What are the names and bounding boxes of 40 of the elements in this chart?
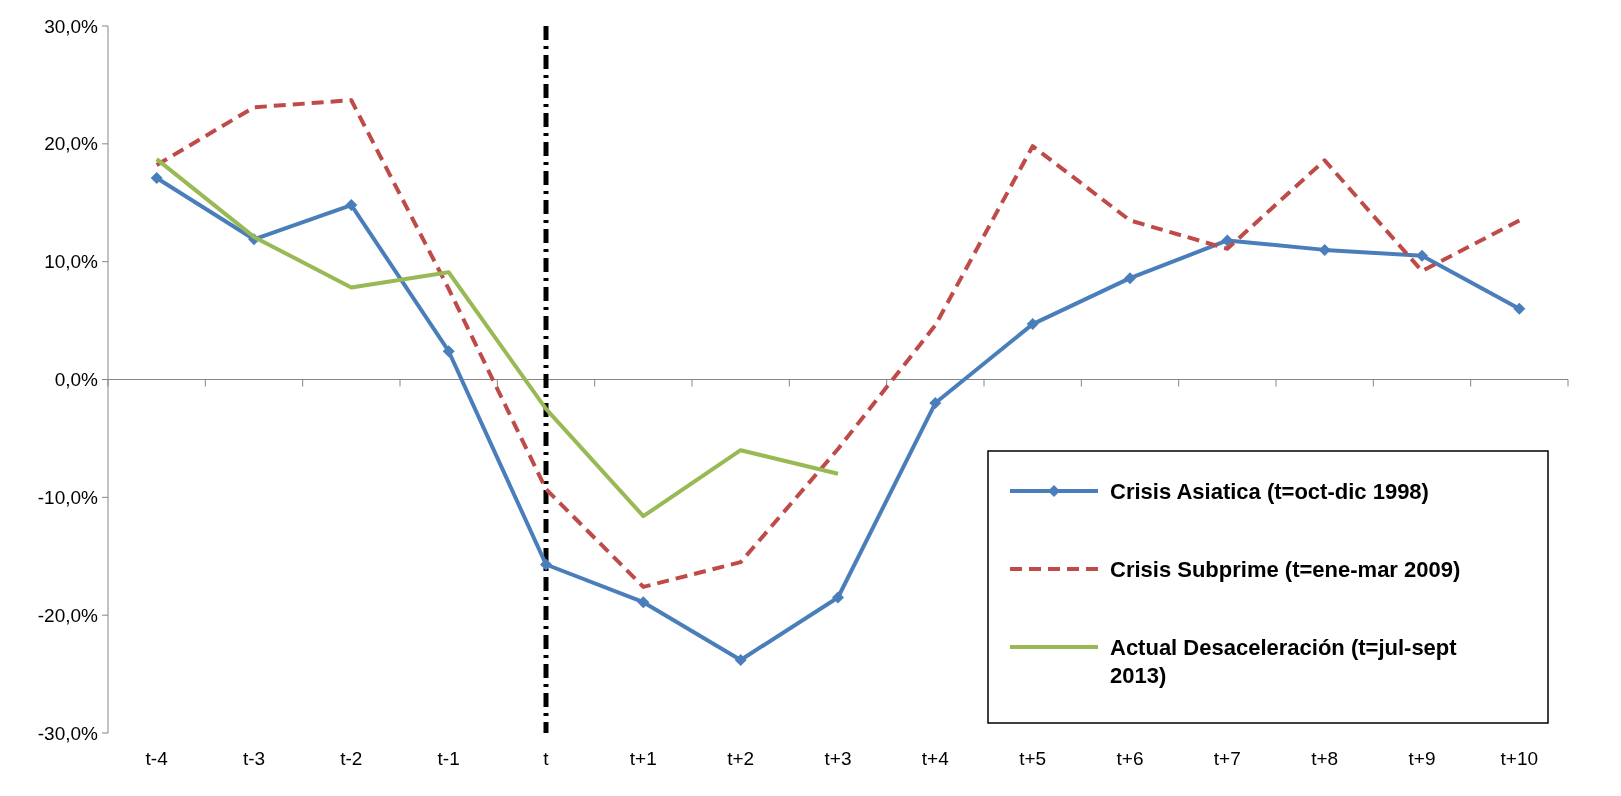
point <box>1416 249 1428 262</box>
point <box>150 172 163 184</box>
point <box>442 345 455 358</box>
x-tick-label: t+9 <box>1408 748 1436 769</box>
x-tick-label: t+8 <box>1311 748 1339 769</box>
y-tick-label: 0,0% <box>54 369 99 391</box>
legend-label: Crisis Subprime (t=ene-mar 2009) <box>1110 556 1461 582</box>
point <box>929 397 942 410</box>
x-tick-label: t-4 <box>145 748 169 769</box>
x-tick-label: t+4 <box>921 748 950 769</box>
point <box>345 199 358 212</box>
x-tick-label: t+6 <box>1116 748 1144 769</box>
line-series <box>154 98 1522 589</box>
x-tick-label: t-1 <box>437 748 460 769</box>
line-series <box>154 157 840 519</box>
y-tick-label: -10,0% <box>37 486 99 508</box>
x-tick-label: t+3 <box>824 748 852 769</box>
x-tick-label: t+5 <box>1019 748 1047 769</box>
point <box>734 653 747 666</box>
y-tick-label: -20,0% <box>37 604 99 626</box>
point <box>540 558 552 571</box>
x-tick-label: t+7 <box>1213 748 1241 769</box>
point <box>1318 243 1331 256</box>
legend-label: Actual Desaceleración (t=jul-sept 2013) <box>1110 634 1458 688</box>
point <box>1513 302 1526 315</box>
x-tick-label: t+10 <box>1500 748 1539 769</box>
x-tick-label: t-2 <box>340 748 363 769</box>
y-tick-label: 10,0% <box>44 251 99 273</box>
point <box>637 596 650 609</box>
point <box>1124 272 1136 285</box>
y-tick-label: -30,0% <box>37 722 99 744</box>
point <box>1026 318 1039 331</box>
y-tick-label: 20,0% <box>44 133 99 155</box>
x-tick-label: t-3 <box>242 748 266 769</box>
x-tick-label: t <box>543 748 550 769</box>
point <box>832 591 844 604</box>
y-tick-label: 30,0% <box>44 15 99 37</box>
x-tick-label: t+1 <box>629 748 657 769</box>
x-tick-label: t+2 <box>727 748 755 769</box>
legend-label: Crisis Asiatica (t=oct-dic 1998) <box>1110 478 1429 504</box>
